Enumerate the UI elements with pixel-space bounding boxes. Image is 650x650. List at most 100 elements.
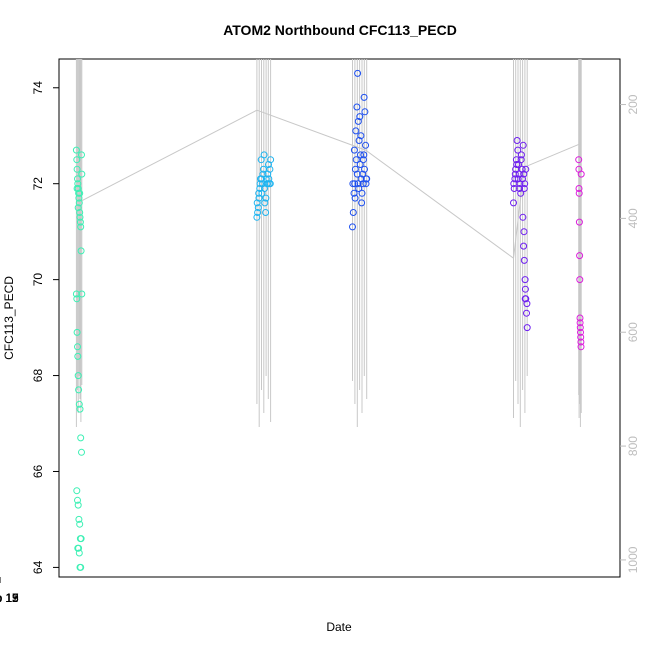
data-point — [513, 137, 521, 144]
data-points — [72, 69, 585, 571]
data-point — [516, 185, 524, 192]
data-point — [73, 156, 81, 164]
data-point — [75, 386, 83, 394]
data-point — [575, 185, 583, 192]
data-point — [78, 170, 86, 178]
data-point — [575, 156, 583, 164]
data-point — [351, 194, 359, 202]
data-point — [259, 170, 267, 178]
data-point — [523, 324, 531, 332]
data-point — [577, 333, 585, 341]
data-point — [255, 189, 263, 197]
data-point — [510, 185, 518, 192]
data-point — [519, 213, 527, 221]
x-tick-label: Feb 13 — [0, 591, 19, 605]
trajectory-line — [80, 109, 579, 260]
data-point — [577, 170, 585, 178]
data-point — [575, 218, 583, 226]
data-point — [351, 165, 359, 173]
data-point — [358, 189, 366, 197]
data-point — [266, 180, 274, 188]
data-point — [517, 156, 525, 164]
data-point — [521, 276, 529, 284]
data-point — [352, 156, 360, 164]
data-point — [517, 189, 525, 197]
data-point — [355, 137, 363, 144]
data-point — [261, 199, 269, 207]
data-point — [266, 165, 274, 173]
data-point — [360, 151, 368, 159]
data-point — [577, 343, 585, 351]
data-point — [75, 194, 83, 202]
data-point — [77, 247, 85, 255]
data-point — [75, 400, 83, 408]
data-point — [359, 180, 367, 188]
plot-box — [58, 58, 621, 578]
data-point — [73, 487, 81, 495]
data-point — [520, 242, 528, 250]
data-point — [352, 127, 360, 135]
data-point — [74, 204, 82, 212]
y-tick-label: 64 — [31, 560, 45, 574]
x-axis: Feb 11Feb 13Feb 15Feb 17Feb 19 — [0, 577, 19, 605]
data-point — [254, 204, 262, 212]
data-point — [353, 170, 361, 178]
data-point — [514, 175, 522, 183]
data-point — [350, 189, 358, 197]
data-point — [254, 209, 262, 216]
data-point — [359, 170, 367, 178]
data-point — [349, 209, 357, 216]
data-point — [356, 161, 364, 168]
data-point — [520, 185, 528, 192]
data-point — [77, 434, 85, 442]
data-point — [576, 252, 584, 260]
y-axis: 64 66 68 70 72 74 — [31, 81, 60, 574]
y-tick-label: 74 — [31, 81, 45, 95]
y-tick-label: 70 — [31, 273, 45, 287]
data-point — [76, 189, 84, 197]
data-point — [258, 175, 266, 183]
data-point — [349, 180, 357, 188]
y-tick-label: 66 — [31, 464, 45, 478]
data-point — [78, 290, 86, 298]
x-axis-label: Date — [326, 620, 352, 634]
data-point — [262, 209, 270, 216]
data-point — [74, 175, 81, 183]
data-point — [511, 175, 519, 183]
profile-lines — [75, 59, 582, 427]
data-point — [72, 290, 80, 298]
data-point — [510, 199, 517, 207]
data-point — [522, 165, 530, 173]
data-point — [260, 151, 268, 159]
data-point — [521, 285, 529, 293]
data-point — [517, 151, 525, 159]
data-point — [576, 314, 584, 322]
chart-title: ATOM2 Northbound CFC113_PECD — [223, 22, 457, 38]
data-point — [360, 93, 368, 101]
data-point — [521, 180, 529, 188]
data-point — [77, 535, 85, 543]
data-point — [265, 175, 273, 183]
data-point — [355, 185, 363, 192]
data-point — [78, 448, 85, 456]
data-point — [521, 295, 529, 303]
data-point — [519, 141, 527, 149]
data-point — [72, 146, 80, 154]
y-axis-label: CFC113_PECD — [2, 276, 16, 360]
data-point — [576, 319, 584, 327]
data-point — [74, 501, 82, 509]
data-point — [510, 180, 518, 188]
data-point — [256, 180, 264, 188]
data-point — [74, 352, 82, 360]
data-point — [362, 180, 370, 188]
data-point — [520, 256, 528, 264]
data-point — [73, 295, 81, 303]
y2-tick-label: 600 — [626, 322, 640, 342]
data-point — [363, 175, 371, 183]
y2-tick-label: 400 — [626, 208, 640, 228]
data-point — [362, 141, 370, 149]
data-point — [76, 209, 84, 216]
data-point — [354, 180, 362, 188]
y-tick-label: 68 — [31, 369, 45, 383]
